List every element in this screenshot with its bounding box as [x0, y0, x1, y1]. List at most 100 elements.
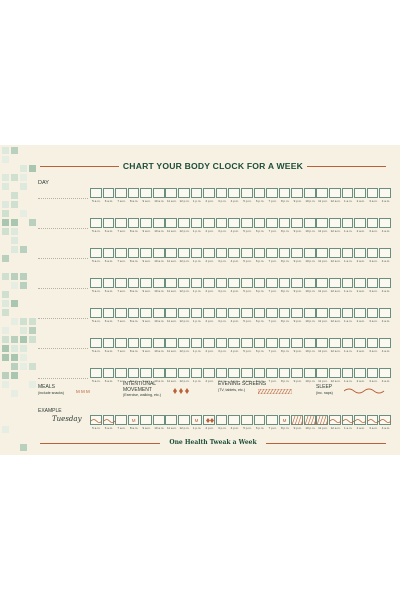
day-name-line[interactable] [38, 318, 88, 319]
hour-cell[interactable] [316, 368, 329, 378]
hour-cell[interactable] [203, 188, 215, 198]
hour-cell[interactable] [253, 218, 266, 228]
hour-cell[interactable] [140, 248, 152, 258]
hour-cell[interactable] [127, 368, 140, 378]
hour-cell[interactable] [366, 218, 379, 228]
hour-cell[interactable] [203, 308, 215, 318]
hour-cell[interactable] [178, 278, 190, 288]
hour-cell[interactable] [152, 278, 165, 288]
hour-cell[interactable] [152, 188, 165, 198]
hour-cell[interactable] [253, 308, 266, 318]
hour-cell[interactable] [215, 218, 228, 228]
hour-cell[interactable] [140, 338, 152, 348]
hour-cell[interactable] [328, 248, 341, 258]
hour-cell[interactable] [140, 278, 152, 288]
hour-cell[interactable] [102, 278, 115, 288]
hour-cell[interactable] [341, 368, 354, 378]
hour-cell[interactable] [90, 248, 102, 258]
hour-cell[interactable] [328, 188, 341, 198]
hour-cell[interactable] [253, 278, 266, 288]
hour-cell[interactable] [341, 248, 354, 258]
hour-cell[interactable] [291, 308, 303, 318]
hour-cell[interactable] [253, 248, 266, 258]
hour-cell[interactable] [379, 308, 391, 318]
hour-cell[interactable] [190, 248, 203, 258]
hour-cell[interactable] [178, 368, 190, 378]
hour-cell[interactable] [278, 218, 291, 228]
hour-cell[interactable] [102, 248, 115, 258]
hour-cell[interactable] [102, 218, 115, 228]
hour-cell[interactable] [178, 218, 190, 228]
day-name-line[interactable] [38, 198, 88, 199]
hour-cell[interactable] [203, 248, 215, 258]
hour-cell[interactable] [90, 338, 102, 348]
hour-cell[interactable] [228, 188, 241, 198]
hour-cell[interactable] [115, 338, 127, 348]
hour-cell[interactable] [291, 218, 303, 228]
hour-cell[interactable] [278, 248, 291, 258]
hour-cell[interactable] [266, 308, 278, 318]
hour-cell[interactable] [152, 218, 165, 228]
hour-cell[interactable] [115, 218, 127, 228]
hour-cell[interactable] [328, 368, 341, 378]
day-name-line[interactable] [38, 378, 88, 379]
hour-cell[interactable] [303, 308, 316, 318]
hour-cell[interactable] [228, 338, 241, 348]
hour-cell[interactable] [266, 218, 278, 228]
hour-cell[interactable] [379, 278, 391, 288]
hour-cell[interactable] [303, 278, 316, 288]
hour-cell[interactable] [341, 338, 354, 348]
hour-cell[interactable] [215, 188, 228, 198]
hour-cell[interactable] [316, 218, 329, 228]
hour-cell[interactable] [165, 278, 178, 288]
hour-cell[interactable] [140, 188, 152, 198]
hour-cell[interactable] [379, 218, 391, 228]
hour-cell[interactable] [190, 278, 203, 288]
hour-cell[interactable] [178, 338, 190, 348]
hour-cell[interactable] [291, 338, 303, 348]
hour-cell[interactable] [228, 308, 241, 318]
day-name-line[interactable] [38, 228, 88, 229]
hour-cell[interactable] [190, 218, 203, 228]
hour-cell[interactable] [366, 248, 379, 258]
hour-cell[interactable] [278, 278, 291, 288]
hour-cell[interactable] [291, 278, 303, 288]
hour-cell[interactable] [127, 188, 140, 198]
hour-cell[interactable] [203, 338, 215, 348]
hour-cell[interactable] [215, 308, 228, 318]
hour-cell[interactable] [354, 248, 366, 258]
hour-cell[interactable] [102, 308, 115, 318]
hour-cell[interactable] [354, 308, 366, 318]
hour-cell[interactable] [316, 278, 329, 288]
hour-cell[interactable] [266, 278, 278, 288]
hour-cell[interactable] [190, 308, 203, 318]
hour-cell[interactable] [90, 218, 102, 228]
hour-cell[interactable] [366, 368, 379, 378]
hour-cell[interactable] [253, 188, 266, 198]
hour-cell[interactable] [165, 368, 178, 378]
hour-cell[interactable] [90, 308, 102, 318]
hour-cell[interactable] [303, 338, 316, 348]
hour-cell[interactable] [240, 338, 253, 348]
hour-cell[interactable] [266, 338, 278, 348]
hour-cell[interactable] [303, 218, 316, 228]
hour-cell[interactable] [303, 248, 316, 258]
hour-cell[interactable] [178, 308, 190, 318]
hour-cell[interactable] [215, 338, 228, 348]
hour-cell[interactable] [140, 368, 152, 378]
hour-cell[interactable] [127, 338, 140, 348]
hour-cell[interactable] [303, 368, 316, 378]
hour-cell[interactable] [316, 248, 329, 258]
hour-cell[interactable] [379, 338, 391, 348]
hour-cell[interactable] [253, 368, 266, 378]
hour-cell[interactable] [228, 248, 241, 258]
hour-cell[interactable] [127, 278, 140, 288]
hour-cell[interactable] [165, 248, 178, 258]
hour-cell[interactable] [253, 338, 266, 348]
hour-cell[interactable] [203, 218, 215, 228]
hour-cell[interactable] [278, 338, 291, 348]
hour-cell[interactable] [266, 248, 278, 258]
hour-cell[interactable] [366, 188, 379, 198]
hour-cell[interactable] [90, 368, 102, 378]
hour-cell[interactable] [341, 218, 354, 228]
